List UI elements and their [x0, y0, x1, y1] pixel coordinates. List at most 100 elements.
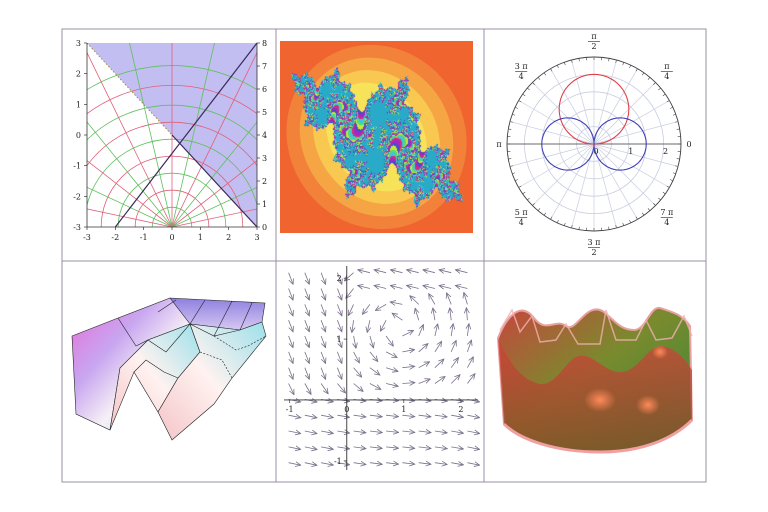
field-arrow	[456, 270, 468, 273]
panel-frame	[61, 28, 707, 483]
fractal-image	[280, 41, 473, 233]
polar-tick	[641, 72, 645, 76]
vector-field-plot: -1 0 1 2 -1 1 2	[284, 266, 479, 470]
field-arrow	[450, 358, 458, 368]
angle-label-numerator: 3 π	[588, 238, 601, 247]
field-arrow	[337, 320, 341, 331]
curve-grid	[87, 43, 257, 227]
field-arrow	[391, 270, 403, 273]
field-arrow	[304, 335, 309, 347]
surface-highlight	[652, 345, 668, 359]
field-arrow	[337, 463, 349, 465]
surface-ridge-line	[213, 335, 267, 351]
field-arrow	[288, 272, 293, 284]
surface-face-right	[157, 321, 267, 441]
polar-spoke	[593, 143, 638, 220]
polar-tick	[658, 87, 661, 91]
angle-label-denominator: 4	[664, 72, 669, 81]
angle-label-denominator: 2	[591, 42, 596, 51]
field-arrow	[381, 320, 387, 331]
field-arrow	[451, 415, 463, 417]
3d-shaded-surface	[496, 306, 694, 454]
field-arrow	[337, 272, 341, 284]
outer-border	[61, 28, 707, 483]
field-arrow	[304, 367, 309, 379]
axes	[284, 266, 478, 470]
polar-tick	[662, 93, 666, 97]
right-tick-label: 5	[262, 108, 267, 117]
polar-tick	[647, 77, 651, 80]
polar-tick	[571, 225, 573, 229]
field-arrow	[376, 304, 387, 310]
polar-tick	[635, 68, 638, 72]
field-arrow	[353, 367, 362, 377]
polar-tick	[608, 226, 610, 230]
field-arrow	[345, 272, 354, 281]
field-arrow	[418, 447, 431, 449]
grid-ray	[87, 208, 173, 227]
polar-spoke	[518, 100, 595, 145]
polar-spoke	[532, 82, 595, 145]
polar-spoke	[550, 143, 595, 220]
surface-bottom-rim	[502, 418, 694, 454]
field-arrow	[353, 383, 363, 392]
grid-ray	[171, 160, 257, 227]
field-arrow	[369, 367, 380, 375]
polar-spoke	[593, 68, 638, 145]
field-arrow	[337, 304, 341, 315]
field-arrow	[418, 344, 428, 353]
field-arrow	[386, 384, 398, 387]
field-arrow	[337, 288, 341, 300]
x-tick-label: -2	[111, 233, 119, 242]
polar-tick	[635, 216, 638, 220]
field-arrow	[337, 383, 345, 393]
field-arrow	[423, 286, 435, 289]
x-tick-label: 0	[169, 233, 174, 242]
polar-tick	[527, 197, 530, 201]
field-arrow	[391, 302, 403, 304]
polar-tick	[532, 82, 535, 85]
field-arrow	[353, 463, 366, 465]
polar-tick	[571, 59, 573, 63]
angle-label-numerator: 7 π	[660, 208, 673, 217]
polar-tick	[622, 222, 625, 226]
field-arrow	[385, 368, 398, 372]
field-arrow	[288, 288, 293, 300]
field-arrow	[418, 325, 424, 337]
field-arrow	[369, 383, 381, 390]
field-arrow	[402, 431, 414, 432]
field-arrow	[288, 383, 294, 395]
field-arrow	[402, 415, 414, 416]
field-arrow	[288, 304, 293, 315]
polar-tick	[543, 212, 547, 216]
polar-tick	[550, 68, 553, 72]
field-arrow	[467, 374, 474, 384]
radial-tick-label: 2	[663, 147, 668, 156]
grid-ray	[87, 160, 173, 227]
polar-tick	[543, 72, 547, 76]
polar-spoke	[593, 143, 656, 206]
field-arrow	[418, 415, 431, 417]
field-arrow	[353, 447, 366, 449]
field-arrow	[375, 270, 387, 273]
field-arrow	[450, 308, 451, 321]
field-arrow	[385, 335, 393, 346]
field-arrow	[358, 286, 370, 289]
surface-highlight	[636, 395, 660, 415]
field-arrow	[320, 335, 325, 347]
polar-tick	[658, 197, 661, 201]
field-arrow	[321, 415, 333, 417]
field-arrow	[320, 272, 325, 284]
polar-tick	[666, 185, 670, 188]
grid-ray	[129, 43, 173, 227]
field-arrow	[304, 304, 309, 315]
field-arrow	[402, 350, 414, 352]
field-arrow	[288, 367, 293, 379]
field-arrow	[440, 270, 452, 273]
field-arrow	[391, 286, 403, 289]
polar-tick	[512, 172, 516, 175]
polar-spoke	[593, 100, 670, 145]
grid-ray	[87, 51, 173, 227]
polar-tick	[641, 212, 645, 216]
